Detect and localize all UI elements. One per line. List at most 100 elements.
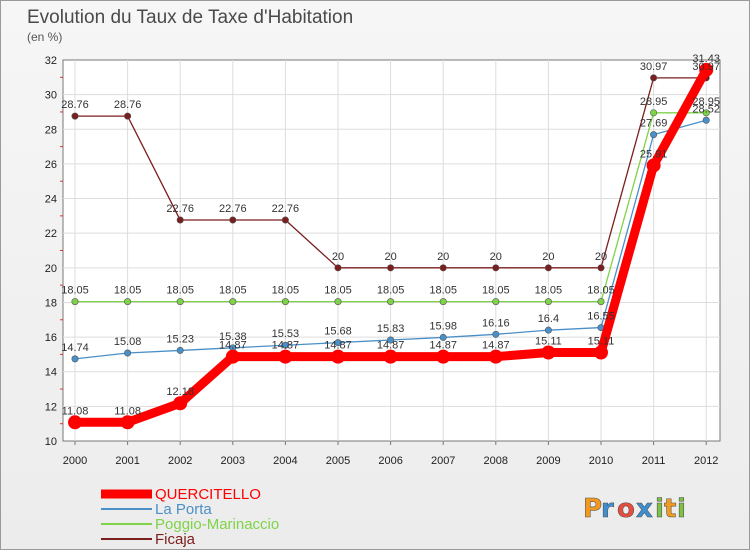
data-label: 15.11 (535, 336, 562, 348)
logo-letter: o (617, 494, 635, 524)
y-tick-label: 10 (45, 436, 57, 448)
data-point (387, 298, 395, 306)
data-label: 18.05 (587, 285, 615, 297)
data-point (436, 349, 451, 364)
data-label: 27.69 (640, 118, 668, 130)
y-tick-label: 26 (45, 159, 57, 171)
logo-letter: P (583, 494, 602, 524)
x-tick-label: 2003 (221, 455, 245, 467)
data-point (281, 341, 289, 349)
data-point (439, 264, 447, 272)
x-tick-label: 2000 (63, 455, 87, 467)
data-label: 16.16 (482, 317, 510, 329)
data-label: 22.76 (166, 203, 194, 215)
data-point (383, 349, 398, 364)
x-tick-label: 2009 (536, 455, 560, 467)
data-point (439, 298, 447, 306)
data-point (173, 396, 188, 411)
data-point (492, 264, 500, 272)
data-point (439, 333, 447, 341)
y-tick-label: 32 (45, 55, 57, 67)
data-label: 22.76 (219, 203, 247, 215)
data-point (334, 298, 342, 306)
data-point (650, 131, 658, 139)
legend-label: Poggio-Marinaccio (155, 516, 279, 533)
y-tick-label: 14 (45, 367, 57, 379)
data-label: 25.91 (640, 148, 668, 160)
data-label: 18.05 (166, 285, 194, 297)
y-tick-label: 22 (45, 228, 57, 240)
chart-subtitle: (en %) (27, 30, 62, 44)
data-point (699, 62, 714, 77)
proxiti-logo: Pr o x i t i (583, 494, 687, 525)
data-label: 22.76 (272, 203, 300, 215)
data-point (650, 109, 658, 117)
data-point (334, 339, 342, 347)
y-tick-label: 18 (45, 297, 57, 309)
data-point (176, 346, 184, 354)
data-labels: 11.08 11.08 12.18 14.87 14.87 14.87 14.87 14.87… (61, 53, 720, 417)
logo-letter: t (664, 494, 676, 524)
data-label: 14.87 (482, 340, 510, 352)
data-point (124, 112, 132, 120)
x-tick-label: 2007 (431, 455, 455, 467)
data-label: 15.68 (324, 326, 352, 338)
data-label: 11.08 (114, 405, 141, 417)
y-tick-label: 12 (45, 401, 57, 413)
data-label: 15.11 (588, 336, 615, 348)
data-label: 14.87 (324, 340, 352, 352)
data-label: 18.05 (377, 285, 405, 297)
x-tick-label: 2010 (589, 455, 613, 467)
data-label: 18.05 (219, 285, 247, 297)
data-label: 20 (384, 251, 396, 263)
data-point (176, 298, 184, 306)
data-label: 30.97 (640, 61, 668, 73)
data-point (71, 112, 79, 120)
data-point (597, 264, 605, 272)
data-point (597, 298, 605, 306)
y-tick-label: 20 (45, 263, 57, 275)
data-label: 15.53 (272, 328, 300, 340)
data-point (278, 349, 293, 364)
x-tick-label: 2008 (484, 455, 508, 467)
plot-area (62, 59, 721, 442)
data-label: 20 (490, 251, 502, 263)
data-label: 14.74 (61, 342, 89, 354)
data-label: 18.05 (482, 285, 510, 297)
data-label: 28.76 (61, 99, 89, 111)
x-tick-label: 2012 (694, 455, 718, 467)
data-label: 15.98 (429, 320, 457, 332)
y-tick-label: 30 (45, 90, 57, 102)
data-point (334, 264, 342, 272)
data-point (387, 336, 395, 344)
x-axis: 2000 2001 2002 2003 2004 2005 2006 2007 2008 2009… (63, 441, 718, 467)
data-point (492, 330, 500, 338)
x-tick-label: 2004 (273, 455, 297, 467)
data-point (492, 298, 500, 306)
x-tick-label: 2001 (115, 455, 139, 467)
data-label: 20 (595, 251, 607, 263)
y-tick-label: 24 (45, 194, 57, 206)
data-label: 28.76 (114, 99, 142, 111)
data-label: 14.87 (272, 340, 300, 352)
data-point (544, 298, 552, 306)
data-label: 18.05 (429, 285, 457, 297)
data-point (71, 355, 79, 363)
data-label: 18.05 (61, 285, 89, 297)
data-point (71, 298, 79, 306)
data-label: 18.05 (324, 285, 352, 297)
y-tick-label: 28 (45, 124, 57, 136)
data-label: 28.52 (692, 103, 720, 115)
logo-letter: i (677, 494, 686, 524)
data-label: 18.05 (114, 285, 142, 297)
data-point (229, 216, 237, 224)
data-label: 15.38 (219, 331, 247, 343)
y-axis: 10 12 14 16 18 20 22 24 26 28 30 32 (45, 55, 63, 448)
data-label: 20 (332, 251, 344, 263)
logo-letter: i (655, 494, 664, 524)
data-point (225, 349, 240, 364)
data-point (650, 74, 658, 82)
data-label: 12.18 (166, 386, 194, 398)
data-label: 20 (437, 251, 449, 263)
